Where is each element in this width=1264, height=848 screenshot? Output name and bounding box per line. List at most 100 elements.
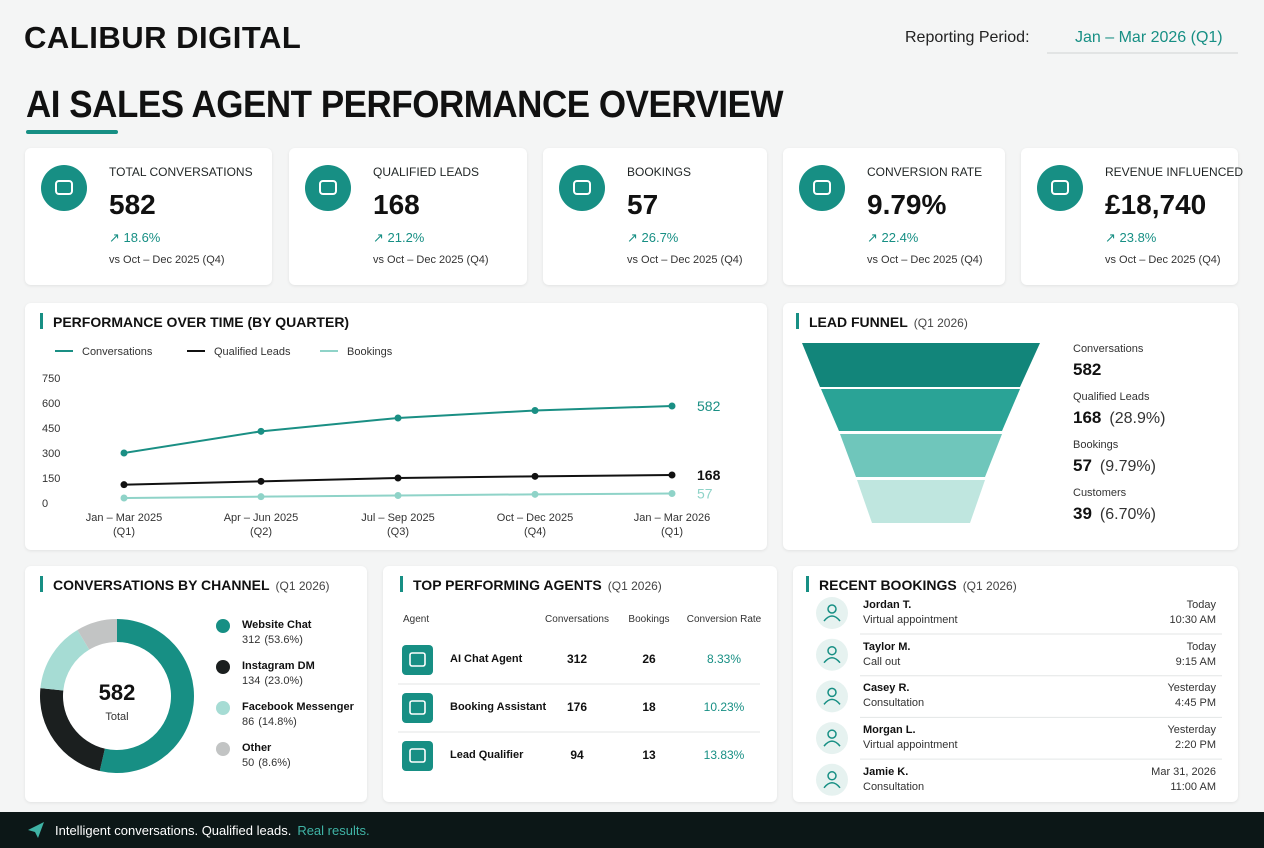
section-title: LEAD FUNNEL (Q1 2026): [809, 314, 968, 330]
booking-type: Call out: [863, 655, 901, 668]
legend-label: Facebook Messenger: [242, 701, 354, 713]
card: [25, 303, 767, 550]
kpi-value: £18,740: [1105, 189, 1207, 220]
kpi-change: ↗ 18.6%: [109, 230, 161, 245]
kpi-label: CONVERSION RATE: [867, 165, 983, 179]
card: [783, 303, 1238, 550]
kpi-compare: vs Oct – Dec 2025 (Q4): [867, 254, 983, 266]
booking-time: 9:15 AM: [1175, 655, 1216, 668]
legend-share: (14.8%): [258, 716, 297, 728]
kpi-value: 582: [109, 189, 156, 220]
kpi-compare: vs Oct – Dec 2025 (Q4): [373, 254, 489, 266]
funnel-stage-share: (6.70%): [1099, 506, 1156, 523]
legend-value: 134 (23.0%): [242, 675, 303, 687]
footer-highlight: Real results.: [297, 823, 370, 838]
legend-label: Other: [242, 742, 272, 754]
legend-value: 50 (8.6%): [242, 757, 291, 769]
section-subtitle: (Q1 2026): [607, 579, 662, 593]
booking-date: Yesterday: [1167, 724, 1216, 737]
booking-type: Consultation: [863, 697, 925, 710]
agent-name: Lead Qualifier: [450, 749, 524, 761]
agent-cell: 176: [566, 700, 588, 714]
booking-name: Morgan L.: [863, 724, 916, 737]
section-subtitle: (Q1 2026): [275, 579, 330, 593]
funnel-stage-name: Bookings: [1073, 439, 1119, 451]
kpi-compare: vs Oct – Dec 2025 (Q4): [627, 254, 743, 266]
section-title: PERFORMANCE OVER TIME (BY QUARTER): [53, 314, 350, 330]
agent-cell: 18: [642, 700, 656, 714]
agent-name: AI Chat Agent: [450, 653, 523, 665]
funnel-stage-value: 582: [1073, 360, 1102, 379]
agent-cell: 26: [642, 652, 656, 666]
kpi-label: REVENUE INFLUENCED: [1105, 165, 1244, 179]
footer-bar: [0, 812, 1264, 848]
logo: CALIBUR DIGITAL: [24, 20, 302, 55]
booking-type: Virtual appointment: [863, 739, 958, 752]
agent-cell: 8.33%: [706, 652, 742, 666]
funnel-stage-share: (28.9%): [1109, 410, 1166, 427]
agent-cell: 13: [642, 748, 656, 762]
booking-time: 2:20 PM: [1175, 739, 1216, 752]
legend-value: 312 (53.6%): [242, 634, 303, 646]
table-header: Agent: [403, 614, 430, 625]
funnel-stage-name: Qualified Leads: [1073, 391, 1150, 403]
booking-name: Jamie K.: [863, 765, 909, 778]
agent-name: Booking Assistant: [450, 701, 547, 713]
booking-type: Consultation: [863, 780, 925, 793]
legend-share: (8.6%): [258, 757, 291, 769]
section-title: RECENT BOOKINGS (Q1 2026): [819, 577, 1017, 593]
legend-share: (23.0%): [264, 675, 303, 687]
period-label: Reporting Period:: [905, 29, 1030, 46]
kpi-label: TOTAL CONVERSATIONS: [109, 165, 253, 179]
booking-date: Yesterday: [1167, 682, 1216, 695]
booking-date: Today: [1186, 599, 1216, 611]
section-title: TOP PERFORMING AGENTS (Q1 2026): [413, 577, 662, 593]
booking-time: 10:30 AM: [1169, 614, 1216, 626]
title-underline: [26, 130, 118, 134]
page-title: AI SALES AGENT PERFORMANCE OVERVIEW: [26, 84, 783, 126]
kpi-change: ↗ 23.8%: [1105, 230, 1157, 245]
agent-cell: 13.83%: [703, 748, 745, 762]
legend-share: (53.6%): [264, 634, 303, 646]
booking-name: Jordan T.: [863, 599, 912, 611]
kpi-compare: vs Oct – Dec 2025 (Q4): [109, 254, 225, 266]
kpi-label: BOOKINGS: [627, 165, 692, 179]
table-header: Conversion Rate: [686, 614, 762, 625]
card: [383, 566, 777, 802]
kpi-value: 57: [627, 189, 659, 220]
booking-type: Virtual appointment: [863, 614, 958, 626]
kpi-value: 9.79%: [867, 189, 947, 220]
kpi-label: QUALIFIED LEADS: [373, 165, 480, 179]
funnel-stage-value: 168 (28.9%): [1073, 408, 1166, 427]
funnel-stage-value: 39 (6.70%): [1073, 504, 1156, 523]
card: [25, 566, 367, 802]
funnel-stage-name: Conversations: [1073, 343, 1144, 355]
booking-name: Casey R.: [863, 682, 910, 695]
agent-cell: 94: [570, 748, 584, 762]
table-header: Bookings: [628, 614, 670, 625]
booking-time: 11:00 AM: [1170, 780, 1216, 793]
kpi-compare: vs Oct – Dec 2025 (Q4): [1105, 254, 1221, 266]
legend-label: Instagram DM: [242, 660, 315, 672]
kpi-change: ↗ 26.7%: [627, 230, 679, 245]
legend-value: 86 (14.8%): [242, 716, 297, 728]
footer-text: Intelligent conversations. Qualified lea…: [55, 823, 370, 838]
kpi-change: ↗ 22.4%: [867, 230, 919, 245]
card: [793, 566, 1238, 802]
section-subtitle: (Q1 2026): [913, 316, 968, 330]
booking-date: Today: [1186, 640, 1216, 653]
period-value: Jan – Mar 2026 (Q1): [1075, 29, 1223, 46]
kpi-value: 168: [373, 189, 420, 220]
funnel-stage-value: 57 (9.79%): [1073, 456, 1156, 475]
funnel-stage-name: Customers: [1073, 487, 1127, 499]
section-title: CONVERSATIONS BY CHANNEL (Q1 2026): [53, 577, 330, 593]
legend-label: Website Chat: [242, 619, 312, 631]
funnel-stage-share: (9.79%): [1099, 458, 1156, 475]
kpi-change: ↗ 21.2%: [373, 230, 425, 245]
agent-cell: 312: [566, 652, 588, 666]
booking-time: 4:45 PM: [1175, 697, 1216, 710]
section-subtitle: (Q1 2026): [962, 579, 1017, 593]
booking-date: Mar 31, 2026: [1151, 765, 1216, 778]
agent-cell: 10.23%: [703, 700, 745, 714]
